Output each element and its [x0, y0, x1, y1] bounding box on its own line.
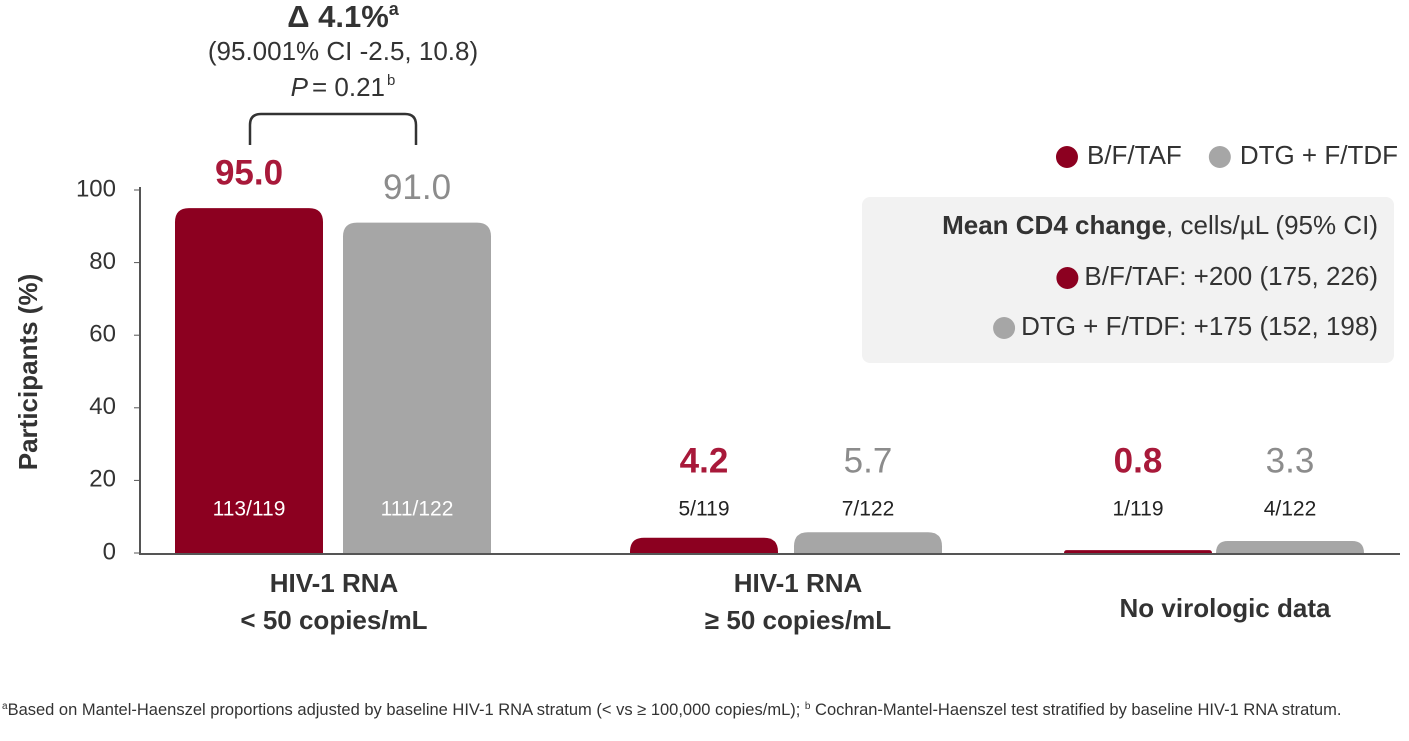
inset-marker: [993, 317, 1016, 339]
inset-marker: [1056, 267, 1079, 289]
bar: [1216, 541, 1364, 553]
delta-annotation: Δ 4.1%a: [287, 0, 400, 34]
y-tick-label: 20: [89, 466, 116, 493]
footnote: aBased on Mantel-Haenszel proportions ad…: [2, 694, 1402, 723]
category-label: ≥ 50 copies/mL: [705, 605, 891, 635]
legend-marker: [1055, 146, 1078, 168]
value-label: 95.0: [215, 153, 283, 192]
footnote-text: Cochran-Mantel-Haenszel test stratified …: [810, 701, 1342, 719]
fraction-label: 1/119: [1113, 498, 1164, 521]
category-label: < 50 copies/mL: [240, 605, 427, 635]
chart: Participants (%) Δ 4.1%a (95.001% CI -2.…: [13, 0, 1400, 635]
y-tick-label: 40: [89, 393, 116, 420]
bracket: [248, 112, 418, 145]
bar: [794, 532, 942, 553]
bar: [343, 222, 491, 554]
footnote-mark: a: [2, 701, 8, 712]
ci-annotation: (95.001% CI -2.5, 10.8): [208, 36, 478, 66]
legend-marker: [1208, 146, 1231, 168]
legend-label: DTG + F/TDF: [1240, 140, 1398, 170]
value-label: 91.0: [383, 168, 451, 207]
bar: [1064, 550, 1212, 553]
value-label: 0.8: [1114, 441, 1163, 480]
footnote-mark: b: [804, 701, 811, 712]
legend-label: B/F/TAF: [1087, 140, 1182, 170]
fraction-label: 7/122: [842, 498, 895, 521]
inset-box: [862, 197, 1394, 363]
fraction-label: 111/122: [381, 498, 454, 521]
fraction-label: 113/119: [213, 498, 286, 521]
y-tick-label: 0: [103, 538, 116, 565]
category-label: HIV-1 RNA: [734, 568, 863, 598]
bar: [175, 208, 323, 553]
bar: [630, 537, 778, 553]
value-label: 4.2: [680, 441, 729, 480]
inset-item: DTG + F/TDF: +175 (152, 198): [1021, 311, 1378, 341]
fraction-label: 5/119: [679, 498, 730, 521]
footnote-text: Based on Mantel-Haenszel proportions adj…: [7, 701, 805, 719]
y-axis-label: Participants (%): [13, 274, 43, 471]
y-tick-label: 60: [89, 321, 116, 348]
inset-item: B/F/TAF: +200 (175, 226): [1084, 261, 1378, 291]
category-label: HIV-1 RNA: [270, 568, 399, 598]
category-label: No virologic data: [1120, 593, 1331, 623]
inset-title: Mean CD4 change, cells/µL (95% CI): [942, 210, 1378, 240]
y-tick-label: 100: [76, 175, 116, 202]
value-label: 5.7: [844, 441, 893, 480]
y-tick-label: 80: [89, 248, 116, 275]
value-label: 3.3: [1266, 441, 1315, 480]
p-annotation: P = 0.21 b: [291, 72, 396, 102]
fraction-label: 4/122: [1264, 498, 1317, 521]
